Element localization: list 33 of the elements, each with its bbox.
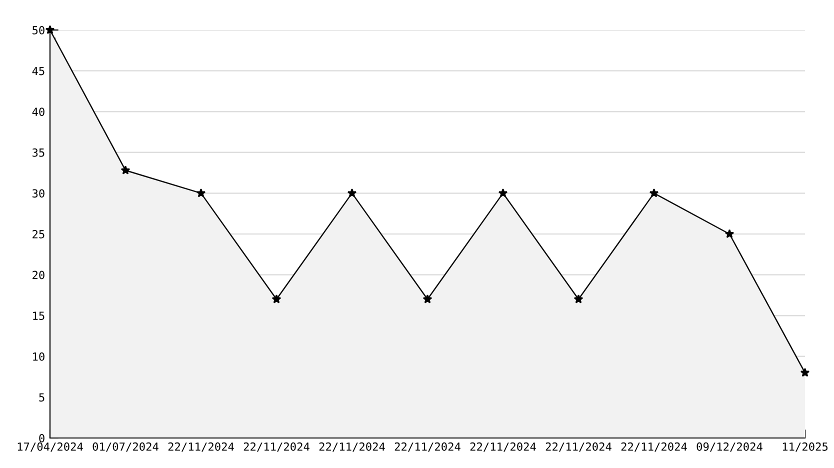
point	[800, 368, 810, 377]
y-tick-label: 25	[32, 230, 44, 238]
point	[45, 25, 55, 34]
y-tick-label: 45	[32, 66, 44, 76]
point	[649, 188, 659, 198]
x-tick-label: 22/11/2024	[546, 442, 612, 452]
y-tick-label: 10	[33, 352, 44, 361]
x-tick-label: 09/12/2024	[696, 442, 762, 452]
point	[422, 294, 432, 304]
x-tick-label: 22/11/2024	[168, 442, 234, 452]
y-tick-label: 20	[32, 270, 44, 280]
x-tick-label: 11/2025	[782, 442, 828, 452]
point	[120, 165, 130, 174]
y-tick-label: 30	[32, 189, 44, 198]
point	[272, 294, 282, 304]
point	[574, 294, 584, 304]
y-tick-label: 35	[32, 148, 44, 157]
x-tick-label: 22/11/2024	[470, 442, 536, 452]
x-tick-label: 22/11/2024	[244, 442, 310, 452]
x-tick-label: 17/04/2024	[18, 442, 83, 452]
y-tick-label: 5	[39, 393, 44, 402]
x-tick-label: 22/11/2024	[621, 442, 687, 452]
x-tick-label: 01/07/2024	[92, 442, 158, 452]
y-tick-label: 0	[39, 434, 44, 442]
y-tick-label: 15	[33, 312, 44, 320]
point	[724, 229, 734, 238]
y-tick-label: 50	[32, 26, 44, 34]
point	[347, 188, 357, 198]
x-tick-label: 22/11/2024	[319, 442, 385, 452]
point	[196, 188, 206, 198]
y-tick-label: 40	[32, 108, 44, 116]
point	[498, 188, 508, 198]
x-tick-label: 22/11/2024	[394, 442, 460, 452]
